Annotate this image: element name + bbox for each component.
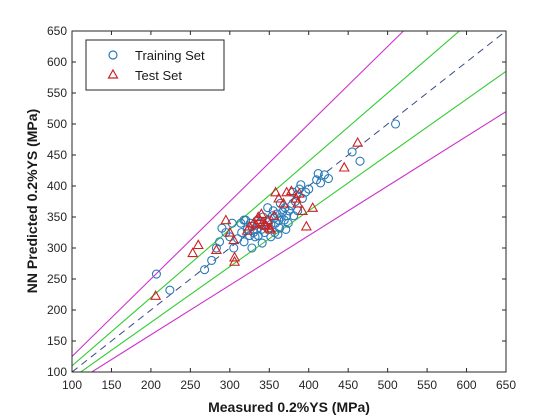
training-point [239,237,249,247]
y-tick-label: 250 [47,272,67,286]
training-point [316,178,326,188]
training-point [323,174,334,184]
training-point [313,169,323,179]
training-point [390,119,401,129]
test-point [229,255,241,266]
test-point [192,239,204,250]
y-tick-label: 350 [47,210,67,224]
x-tick-label: 500 [378,378,398,392]
training-point [239,215,249,225]
test-point [263,222,275,233]
test-point [307,201,319,212]
y-tick-label: 400 [47,179,67,193]
x-tick-label: 550 [417,378,437,392]
test-point [292,197,304,208]
training-point [274,223,285,233]
test-point [293,187,305,198]
test-point [300,220,312,231]
legend-test-label: Test Set [135,68,182,83]
test-point [285,185,297,196]
training-point [347,147,357,157]
test-point [187,247,199,258]
test-point [210,244,222,255]
test-point [273,192,285,203]
training-point [165,285,175,295]
test-point [277,197,290,208]
x-tick-label: 350 [259,378,279,392]
x-tick-label: 650 [496,378,516,392]
training-point [281,224,291,234]
test-point [296,205,308,215]
training-point [237,227,247,238]
plot-frame [71,30,507,373]
legend-box [85,39,225,91]
x-tick-label: 250 [180,378,200,392]
training-point [296,180,306,190]
test-point [244,220,256,231]
training-point [200,265,210,275]
x-tick-label: 200 [141,378,161,392]
test-point [220,214,232,225]
training-point [253,231,263,241]
training-point [263,203,273,213]
y-tick-label: 500 [47,117,67,131]
reference-line-outer_band-4 [90,111,506,372]
test-point [229,251,241,262]
test-point [228,234,240,245]
training-point [257,238,267,248]
y-tick-label: 150 [47,334,67,348]
training-point [284,206,294,216]
x-tick-label: 300 [220,378,240,392]
training-point [273,229,283,239]
x-tick-label: 400 [299,378,319,392]
y-tick-label: 450 [47,148,67,162]
test-point [224,226,236,237]
training-point [304,184,314,194]
x-axis-ticks: 100 150 200 250 300 350 400 450 500 550 600 650 [62,31,516,392]
x-axis-label: Measured 0.2%YS (MPa) [208,399,370,415]
x-tick-label: 100 [62,378,82,392]
legend-training-label: Training Set [135,48,205,63]
test-point [270,186,282,197]
reference-line-inner_band-2 [79,70,506,372]
training-point [283,218,293,228]
training-point [207,255,217,265]
test-set-points [150,136,364,300]
x-tick-label: 450 [338,378,358,392]
training-point [215,237,225,247]
training-point [151,269,161,279]
test-point [265,223,277,234]
y-tick-label: 550 [47,86,67,100]
x-tick-label: 600 [457,378,477,392]
y-axis-label: NN Predicted 0.2%YS (MPa) [24,109,40,293]
reference-lines [72,31,506,372]
y-tick-label: 300 [47,241,67,255]
reference-line-inner_band-1 [72,31,461,367]
y-tick-label: 600 [47,55,67,69]
reference-line-outer_band-3 [72,31,405,357]
training-point [236,218,246,228]
training-point [247,243,257,253]
y-tick-label: 200 [47,303,67,317]
test-point [268,210,280,220]
legend: Training Set Test Set [85,39,225,91]
y-tick-label: 650 [47,24,67,38]
test-point [352,136,364,147]
test-point [338,161,350,172]
test-point [255,208,267,219]
y-tick-label: 100 [47,365,67,379]
x-tick-label: 150 [101,378,121,392]
reference-line-identity-0 [72,31,506,372]
y-axis-ticks: 100 150 200 250 300 350 400 450 500 550 600 650 [47,24,506,379]
legend-training-marker [108,50,118,60]
legend-test-marker [107,68,119,79]
training-point [355,156,365,166]
test-point [150,290,162,300]
